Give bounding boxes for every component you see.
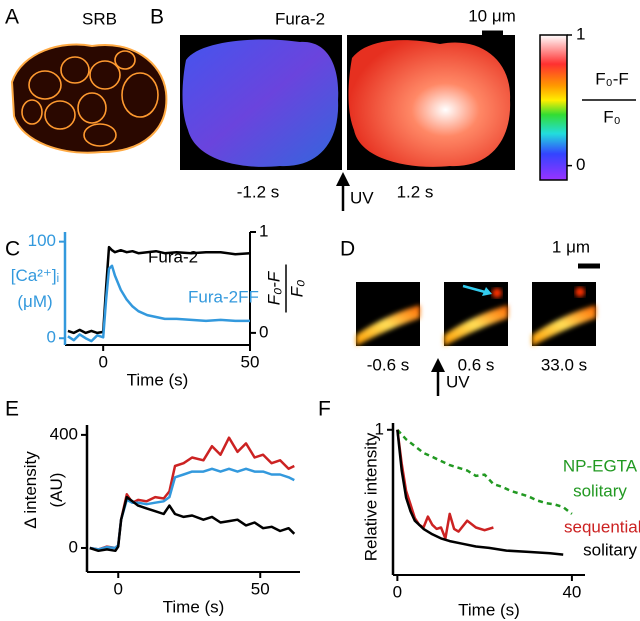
panel-title: SRB: [82, 9, 117, 28]
srb-image: [10, 43, 168, 154]
colorbar-tick-label: 0: [576, 155, 585, 174]
y-axis-label: Relative intensity: [361, 432, 380, 561]
panel-label: C: [5, 238, 20, 261]
series-line: [67, 264, 250, 343]
series-line: [89, 467, 295, 551]
colorbar-label: F₀: [603, 107, 620, 126]
y-tick-label: 0: [69, 537, 78, 556]
scale-bar-label: 1 μm: [552, 237, 590, 256]
panel-label: E: [5, 398, 19, 421]
x-axis-label: Time (s): [163, 597, 225, 616]
series-label: sequential: [564, 517, 640, 536]
panel-label: B: [150, 6, 164, 29]
y-axis-label: Δ intensity (AU): [21, 451, 66, 529]
panel-label: A: [5, 6, 19, 29]
x-tick-label: 50: [251, 579, 270, 598]
time-label: -0.6 s: [367, 355, 410, 374]
stimulus-label: UV: [446, 372, 470, 391]
scale-bar-label: 10 μm: [468, 6, 516, 25]
x-tick-label: 0: [114, 579, 123, 598]
x-tick-label: 40: [562, 582, 581, 601]
time-label: -1.2 s: [237, 182, 280, 201]
series-line: [89, 495, 296, 553]
annotations: [336, 30, 600, 396]
series-label: NP-EGTA solitary: [563, 457, 638, 501]
confocal-images: [356, 282, 596, 346]
panel-title: Fura-2: [275, 9, 325, 28]
y2-label-denominator: F₀: [287, 280, 306, 298]
y-tick-label: 1: [375, 419, 384, 438]
x-axis-label: Time (s): [458, 600, 520, 619]
y2-tick-label: 0: [259, 322, 268, 341]
series-label: Fura-2FF: [188, 287, 259, 306]
series-line: [67, 245, 251, 335]
y2-axis-label: F₀-F F₀: [264, 264, 306, 313]
y-tick-label: 100: [28, 231, 56, 250]
time-label: 33.0 s: [541, 355, 587, 374]
x-tick-label: 50: [241, 352, 260, 371]
x-tick-label: 0: [393, 582, 402, 601]
y2-label-numerator: F₀-F: [264, 270, 283, 305]
series-line: [396, 429, 494, 540]
colorbar-label: F₀-F: [595, 69, 629, 88]
panel-label: D: [340, 238, 355, 261]
y2-tick-label: 1: [259, 221, 268, 240]
panel-label: F: [318, 398, 331, 421]
x-axis-label: Time (s): [127, 370, 189, 389]
x-tick-label: 0: [98, 352, 107, 371]
time-label: 1.2 s: [397, 182, 434, 201]
y-tick-label: 400: [50, 424, 78, 443]
colorbar-tick-label: 1: [576, 24, 585, 43]
stimulus-label: UV: [350, 188, 374, 207]
fura2-images: [180, 34, 568, 181]
y-axis-label: [Ca²⁺]ᵢ (μM): [11, 266, 60, 311]
series-label: Fura-2: [148, 247, 198, 266]
series-line: [396, 428, 573, 515]
series-line: [396, 429, 564, 556]
time-label: 0.6 s: [458, 355, 495, 374]
y-tick-label: 0: [47, 328, 56, 347]
series-label: solitary: [583, 540, 637, 559]
